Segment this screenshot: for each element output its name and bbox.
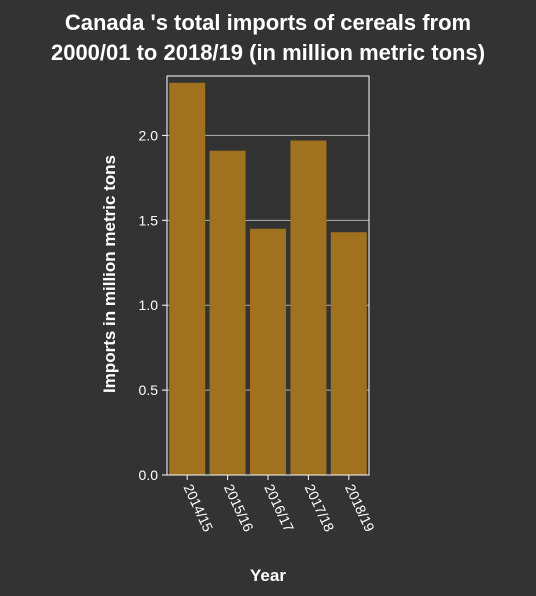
y-tick-label: 0.0 bbox=[139, 467, 159, 483]
x-axis-ticks: 2014/15 2015/16 2016/17 2017/18 2018/19 bbox=[180, 475, 378, 534]
y-tick-label: 1.5 bbox=[139, 212, 159, 228]
bar-2017-18 bbox=[290, 140, 327, 475]
bars bbox=[169, 82, 367, 475]
bar-2018-19 bbox=[330, 232, 367, 475]
x-axis-label: Year bbox=[250, 566, 286, 585]
y-axis-ticks: 0.0 0.5 1.0 1.5 2.0 bbox=[139, 127, 167, 483]
y-tick-label: 2.0 bbox=[139, 127, 159, 143]
bar-2014-15 bbox=[169, 82, 206, 475]
x-tick-label: 2018/19 bbox=[342, 482, 378, 535]
y-axis-label: Imports in million metric tons bbox=[100, 155, 119, 393]
chart-title-line-2: 2000/01 to 2018/19 (in million metric to… bbox=[51, 40, 485, 65]
bar-2016-17 bbox=[250, 228, 286, 475]
x-tick-label: 2017/18 bbox=[302, 482, 338, 535]
x-tick-label: 2014/15 bbox=[180, 482, 216, 535]
bar-2015-16 bbox=[209, 150, 246, 475]
y-tick-label: 1.0 bbox=[139, 297, 159, 313]
x-tick-label: 2016/17 bbox=[261, 482, 297, 535]
chart-title-line-1: Canada 's total imports of cereals from bbox=[65, 10, 471, 35]
x-tick-label: 2015/16 bbox=[221, 482, 257, 535]
y-tick-label: 0.5 bbox=[139, 382, 159, 398]
